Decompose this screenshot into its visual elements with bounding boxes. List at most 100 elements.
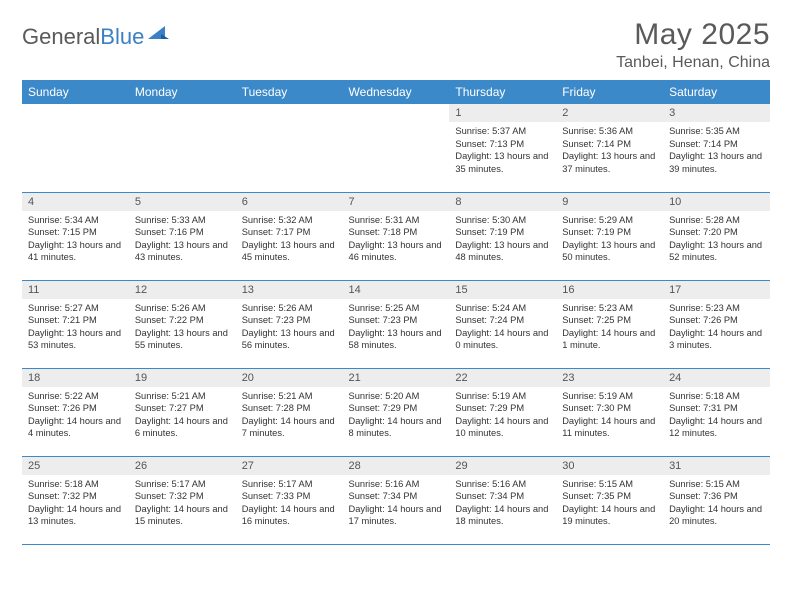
calendar-cell bbox=[22, 104, 129, 192]
day-details: Sunrise: 5:27 AMSunset: 7:21 PMDaylight:… bbox=[22, 299, 129, 356]
month-title: May 2025 bbox=[616, 18, 770, 52]
day-number: 26 bbox=[129, 457, 236, 475]
calendar-cell: 27Sunrise: 5:17 AMSunset: 7:33 PMDayligh… bbox=[236, 456, 343, 544]
calendar-table: Sunday Monday Tuesday Wednesday Thursday… bbox=[22, 80, 770, 545]
day-details: Sunrise: 5:18 AMSunset: 7:32 PMDaylight:… bbox=[22, 475, 129, 532]
triangle-icon bbox=[148, 24, 170, 45]
day-number: 13 bbox=[236, 281, 343, 299]
day-number: 29 bbox=[449, 457, 556, 475]
day-details: Sunrise: 5:26 AMSunset: 7:22 PMDaylight:… bbox=[129, 299, 236, 356]
day-details: Sunrise: 5:35 AMSunset: 7:14 PMDaylight:… bbox=[663, 122, 770, 179]
day-number: 25 bbox=[22, 457, 129, 475]
day-details: Sunrise: 5:17 AMSunset: 7:32 PMDaylight:… bbox=[129, 475, 236, 532]
calendar-week-row: 18Sunrise: 5:22 AMSunset: 7:26 PMDayligh… bbox=[22, 368, 770, 456]
calendar-cell: 10Sunrise: 5:28 AMSunset: 7:20 PMDayligh… bbox=[663, 192, 770, 280]
calendar-cell: 3Sunrise: 5:35 AMSunset: 7:14 PMDaylight… bbox=[663, 104, 770, 192]
day-number: 28 bbox=[343, 457, 450, 475]
calendar-cell: 13Sunrise: 5:26 AMSunset: 7:23 PMDayligh… bbox=[236, 280, 343, 368]
day-header: Wednesday bbox=[343, 80, 450, 104]
calendar-cell: 26Sunrise: 5:17 AMSunset: 7:32 PMDayligh… bbox=[129, 456, 236, 544]
calendar-cell: 25Sunrise: 5:18 AMSunset: 7:32 PMDayligh… bbox=[22, 456, 129, 544]
calendar-cell: 4Sunrise: 5:34 AMSunset: 7:15 PMDaylight… bbox=[22, 192, 129, 280]
day-details: Sunrise: 5:22 AMSunset: 7:26 PMDaylight:… bbox=[22, 387, 129, 444]
calendar-week-row: 11Sunrise: 5:27 AMSunset: 7:21 PMDayligh… bbox=[22, 280, 770, 368]
day-details: Sunrise: 5:19 AMSunset: 7:29 PMDaylight:… bbox=[449, 387, 556, 444]
logo: GeneralBlue bbox=[22, 24, 170, 50]
day-details: Sunrise: 5:31 AMSunset: 7:18 PMDaylight:… bbox=[343, 211, 450, 268]
day-details: Sunrise: 5:21 AMSunset: 7:28 PMDaylight:… bbox=[236, 387, 343, 444]
logo-text-part1: General bbox=[22, 24, 100, 49]
page-header: GeneralBlue May 2025 Tanbei, Henan, Chin… bbox=[22, 18, 770, 72]
calendar-cell: 21Sunrise: 5:20 AMSunset: 7:29 PMDayligh… bbox=[343, 368, 450, 456]
day-details: Sunrise: 5:36 AMSunset: 7:14 PMDaylight:… bbox=[556, 122, 663, 179]
logo-text: GeneralBlue bbox=[22, 24, 144, 50]
day-details: Sunrise: 5:24 AMSunset: 7:24 PMDaylight:… bbox=[449, 299, 556, 356]
day-number: 10 bbox=[663, 193, 770, 211]
day-number: 27 bbox=[236, 457, 343, 475]
day-details: Sunrise: 5:19 AMSunset: 7:30 PMDaylight:… bbox=[556, 387, 663, 444]
calendar-cell: 8Sunrise: 5:30 AMSunset: 7:19 PMDaylight… bbox=[449, 192, 556, 280]
day-number: 4 bbox=[22, 193, 129, 211]
day-details: Sunrise: 5:32 AMSunset: 7:17 PMDaylight:… bbox=[236, 211, 343, 268]
calendar-cell: 19Sunrise: 5:21 AMSunset: 7:27 PMDayligh… bbox=[129, 368, 236, 456]
calendar-cell bbox=[129, 104, 236, 192]
day-number: 2 bbox=[556, 104, 663, 122]
day-number: 11 bbox=[22, 281, 129, 299]
calendar-cell bbox=[236, 104, 343, 192]
calendar-cell: 22Sunrise: 5:19 AMSunset: 7:29 PMDayligh… bbox=[449, 368, 556, 456]
day-header: Friday bbox=[556, 80, 663, 104]
calendar-cell: 14Sunrise: 5:25 AMSunset: 7:23 PMDayligh… bbox=[343, 280, 450, 368]
calendar-cell: 6Sunrise: 5:32 AMSunset: 7:17 PMDaylight… bbox=[236, 192, 343, 280]
logo-text-part2: Blue bbox=[100, 24, 144, 49]
location-label: Tanbei, Henan, China bbox=[616, 54, 770, 72]
day-number: 23 bbox=[556, 369, 663, 387]
calendar-cell: 23Sunrise: 5:19 AMSunset: 7:30 PMDayligh… bbox=[556, 368, 663, 456]
day-details: Sunrise: 5:37 AMSunset: 7:13 PMDaylight:… bbox=[449, 122, 556, 179]
day-number: 17 bbox=[663, 281, 770, 299]
day-header: Thursday bbox=[449, 80, 556, 104]
day-number: 18 bbox=[22, 369, 129, 387]
calendar-week-row: 25Sunrise: 5:18 AMSunset: 7:32 PMDayligh… bbox=[22, 456, 770, 544]
calendar-cell: 20Sunrise: 5:21 AMSunset: 7:28 PMDayligh… bbox=[236, 368, 343, 456]
calendar-cell: 11Sunrise: 5:27 AMSunset: 7:21 PMDayligh… bbox=[22, 280, 129, 368]
calendar-week-row: 4Sunrise: 5:34 AMSunset: 7:15 PMDaylight… bbox=[22, 192, 770, 280]
calendar-cell: 28Sunrise: 5:16 AMSunset: 7:34 PMDayligh… bbox=[343, 456, 450, 544]
day-header: Sunday bbox=[22, 80, 129, 104]
day-header: Saturday bbox=[663, 80, 770, 104]
calendar-cell: 29Sunrise: 5:16 AMSunset: 7:34 PMDayligh… bbox=[449, 456, 556, 544]
day-details: Sunrise: 5:23 AMSunset: 7:25 PMDaylight:… bbox=[556, 299, 663, 356]
calendar-cell: 2Sunrise: 5:36 AMSunset: 7:14 PMDaylight… bbox=[556, 104, 663, 192]
day-number: 31 bbox=[663, 457, 770, 475]
calendar-week-row: 1Sunrise: 5:37 AMSunset: 7:13 PMDaylight… bbox=[22, 104, 770, 192]
calendar-cell: 16Sunrise: 5:23 AMSunset: 7:25 PMDayligh… bbox=[556, 280, 663, 368]
day-header-row: Sunday Monday Tuesday Wednesday Thursday… bbox=[22, 80, 770, 104]
day-details: Sunrise: 5:21 AMSunset: 7:27 PMDaylight:… bbox=[129, 387, 236, 444]
day-number: 1 bbox=[449, 104, 556, 122]
day-number: 19 bbox=[129, 369, 236, 387]
day-details: Sunrise: 5:15 AMSunset: 7:35 PMDaylight:… bbox=[556, 475, 663, 532]
calendar-cell: 7Sunrise: 5:31 AMSunset: 7:18 PMDaylight… bbox=[343, 192, 450, 280]
calendar-cell: 15Sunrise: 5:24 AMSunset: 7:24 PMDayligh… bbox=[449, 280, 556, 368]
day-details: Sunrise: 5:29 AMSunset: 7:19 PMDaylight:… bbox=[556, 211, 663, 268]
calendar-cell: 31Sunrise: 5:15 AMSunset: 7:36 PMDayligh… bbox=[663, 456, 770, 544]
day-details: Sunrise: 5:18 AMSunset: 7:31 PMDaylight:… bbox=[663, 387, 770, 444]
calendar-cell: 24Sunrise: 5:18 AMSunset: 7:31 PMDayligh… bbox=[663, 368, 770, 456]
day-number: 8 bbox=[449, 193, 556, 211]
day-header: Tuesday bbox=[236, 80, 343, 104]
calendar-cell: 30Sunrise: 5:15 AMSunset: 7:35 PMDayligh… bbox=[556, 456, 663, 544]
day-details: Sunrise: 5:25 AMSunset: 7:23 PMDaylight:… bbox=[343, 299, 450, 356]
day-number: 9 bbox=[556, 193, 663, 211]
day-details: Sunrise: 5:26 AMSunset: 7:23 PMDaylight:… bbox=[236, 299, 343, 356]
day-number: 6 bbox=[236, 193, 343, 211]
day-details: Sunrise: 5:34 AMSunset: 7:15 PMDaylight:… bbox=[22, 211, 129, 268]
calendar-cell bbox=[343, 104, 450, 192]
title-block: May 2025 Tanbei, Henan, China bbox=[616, 18, 770, 72]
day-details: Sunrise: 5:30 AMSunset: 7:19 PMDaylight:… bbox=[449, 211, 556, 268]
day-number: 12 bbox=[129, 281, 236, 299]
calendar-page: GeneralBlue May 2025 Tanbei, Henan, Chin… bbox=[0, 0, 792, 563]
day-header: Monday bbox=[129, 80, 236, 104]
calendar-cell: 5Sunrise: 5:33 AMSunset: 7:16 PMDaylight… bbox=[129, 192, 236, 280]
day-details: Sunrise: 5:28 AMSunset: 7:20 PMDaylight:… bbox=[663, 211, 770, 268]
day-number: 24 bbox=[663, 369, 770, 387]
day-number: 3 bbox=[663, 104, 770, 122]
